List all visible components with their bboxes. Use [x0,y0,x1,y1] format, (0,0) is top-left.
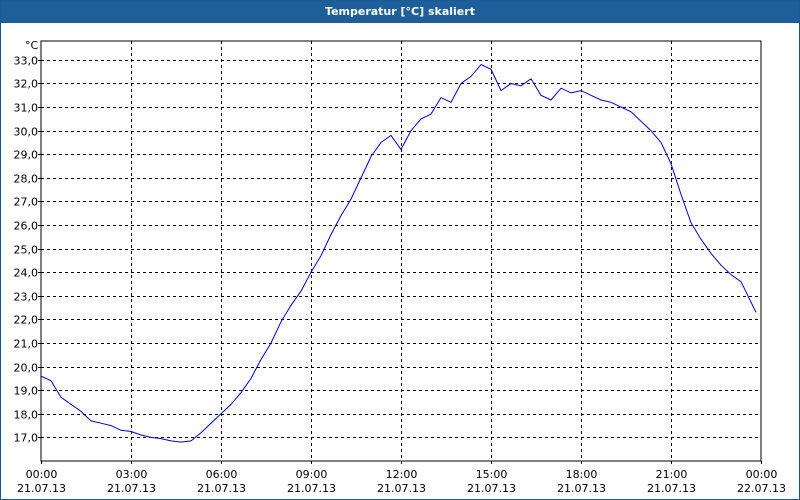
temperature-line [40,63,757,443]
x-tick-date-label: 21.07.13 [107,482,156,495]
y-tick-label: 32,0 [14,78,39,91]
x-tick-date-label: 21.07.13 [17,482,66,495]
window-title: Temperatur [°C] skaliert [1,1,799,23]
y-tick-label: 24,0 [14,267,39,280]
y-tick-label: 29,0 [14,149,39,162]
x-tick-time-label: 09:00 [296,468,328,481]
x-tick-date-label: 21.07.13 [197,482,246,495]
x-tick-date-label: 21.07.13 [647,482,696,495]
x-tick-time-label: 21:00 [656,468,688,481]
x-tick-date-label: 22.07.13 [737,482,786,495]
x-tick-time-label: 06:00 [206,468,238,481]
y-tick-label: 33,0 [14,55,39,68]
y-tick-label: 27,0 [14,196,39,209]
temperature-chart: °C 17,0 18,0 19,0 20,0 21,0 22,0 23,0 24,0 25,0 2… [14,39,786,495]
x-tick-date-label: 21.07.13 [377,482,426,495]
x-tick-labels: 00:0021.07.1303:0021.07.1306:0021.07.130… [17,468,786,495]
y-tick-label: 20,0 [14,362,39,375]
plot-area-border [40,40,762,462]
y-tick-label: 22,0 [14,314,39,327]
x-tick-time-label: 03:00 [116,468,148,481]
y-tick-labels: 17,0 18,0 19,0 20,0 21,0 22,0 23,0 24,0 25,0 26,0… [14,55,39,445]
y-tick-label: 28,0 [14,173,39,186]
y-tick-label: 26,0 [14,220,39,233]
grid-layer [38,41,762,464]
y-tick-label: 17,0 [14,432,39,445]
y-tick-label: 19,0 [14,385,39,398]
y-tick-label: 21,0 [14,338,39,351]
x-tick-date-label: 21.07.13 [287,482,336,495]
x-tick-time-label: 15:00 [476,468,508,481]
x-tick-time-label: 18:00 [566,468,598,481]
x-tick-time-label: 12:00 [386,468,418,481]
x-tick-date-label: 21.07.13 [467,482,516,495]
y-tick-label: 23,0 [14,291,39,304]
y-tick-label: 31,0 [14,102,39,115]
y-tick-label: 25,0 [14,244,39,257]
x-tick-date-label: 21.07.13 [557,482,606,495]
y-tick-label: 18,0 [14,409,39,422]
y-axis-unit-label: °C [25,39,39,52]
x-tick-time-label: 00:00 [26,468,58,481]
x-tick-time-label: 00:00 [746,468,778,481]
y-tick-label: 30,0 [14,126,39,139]
